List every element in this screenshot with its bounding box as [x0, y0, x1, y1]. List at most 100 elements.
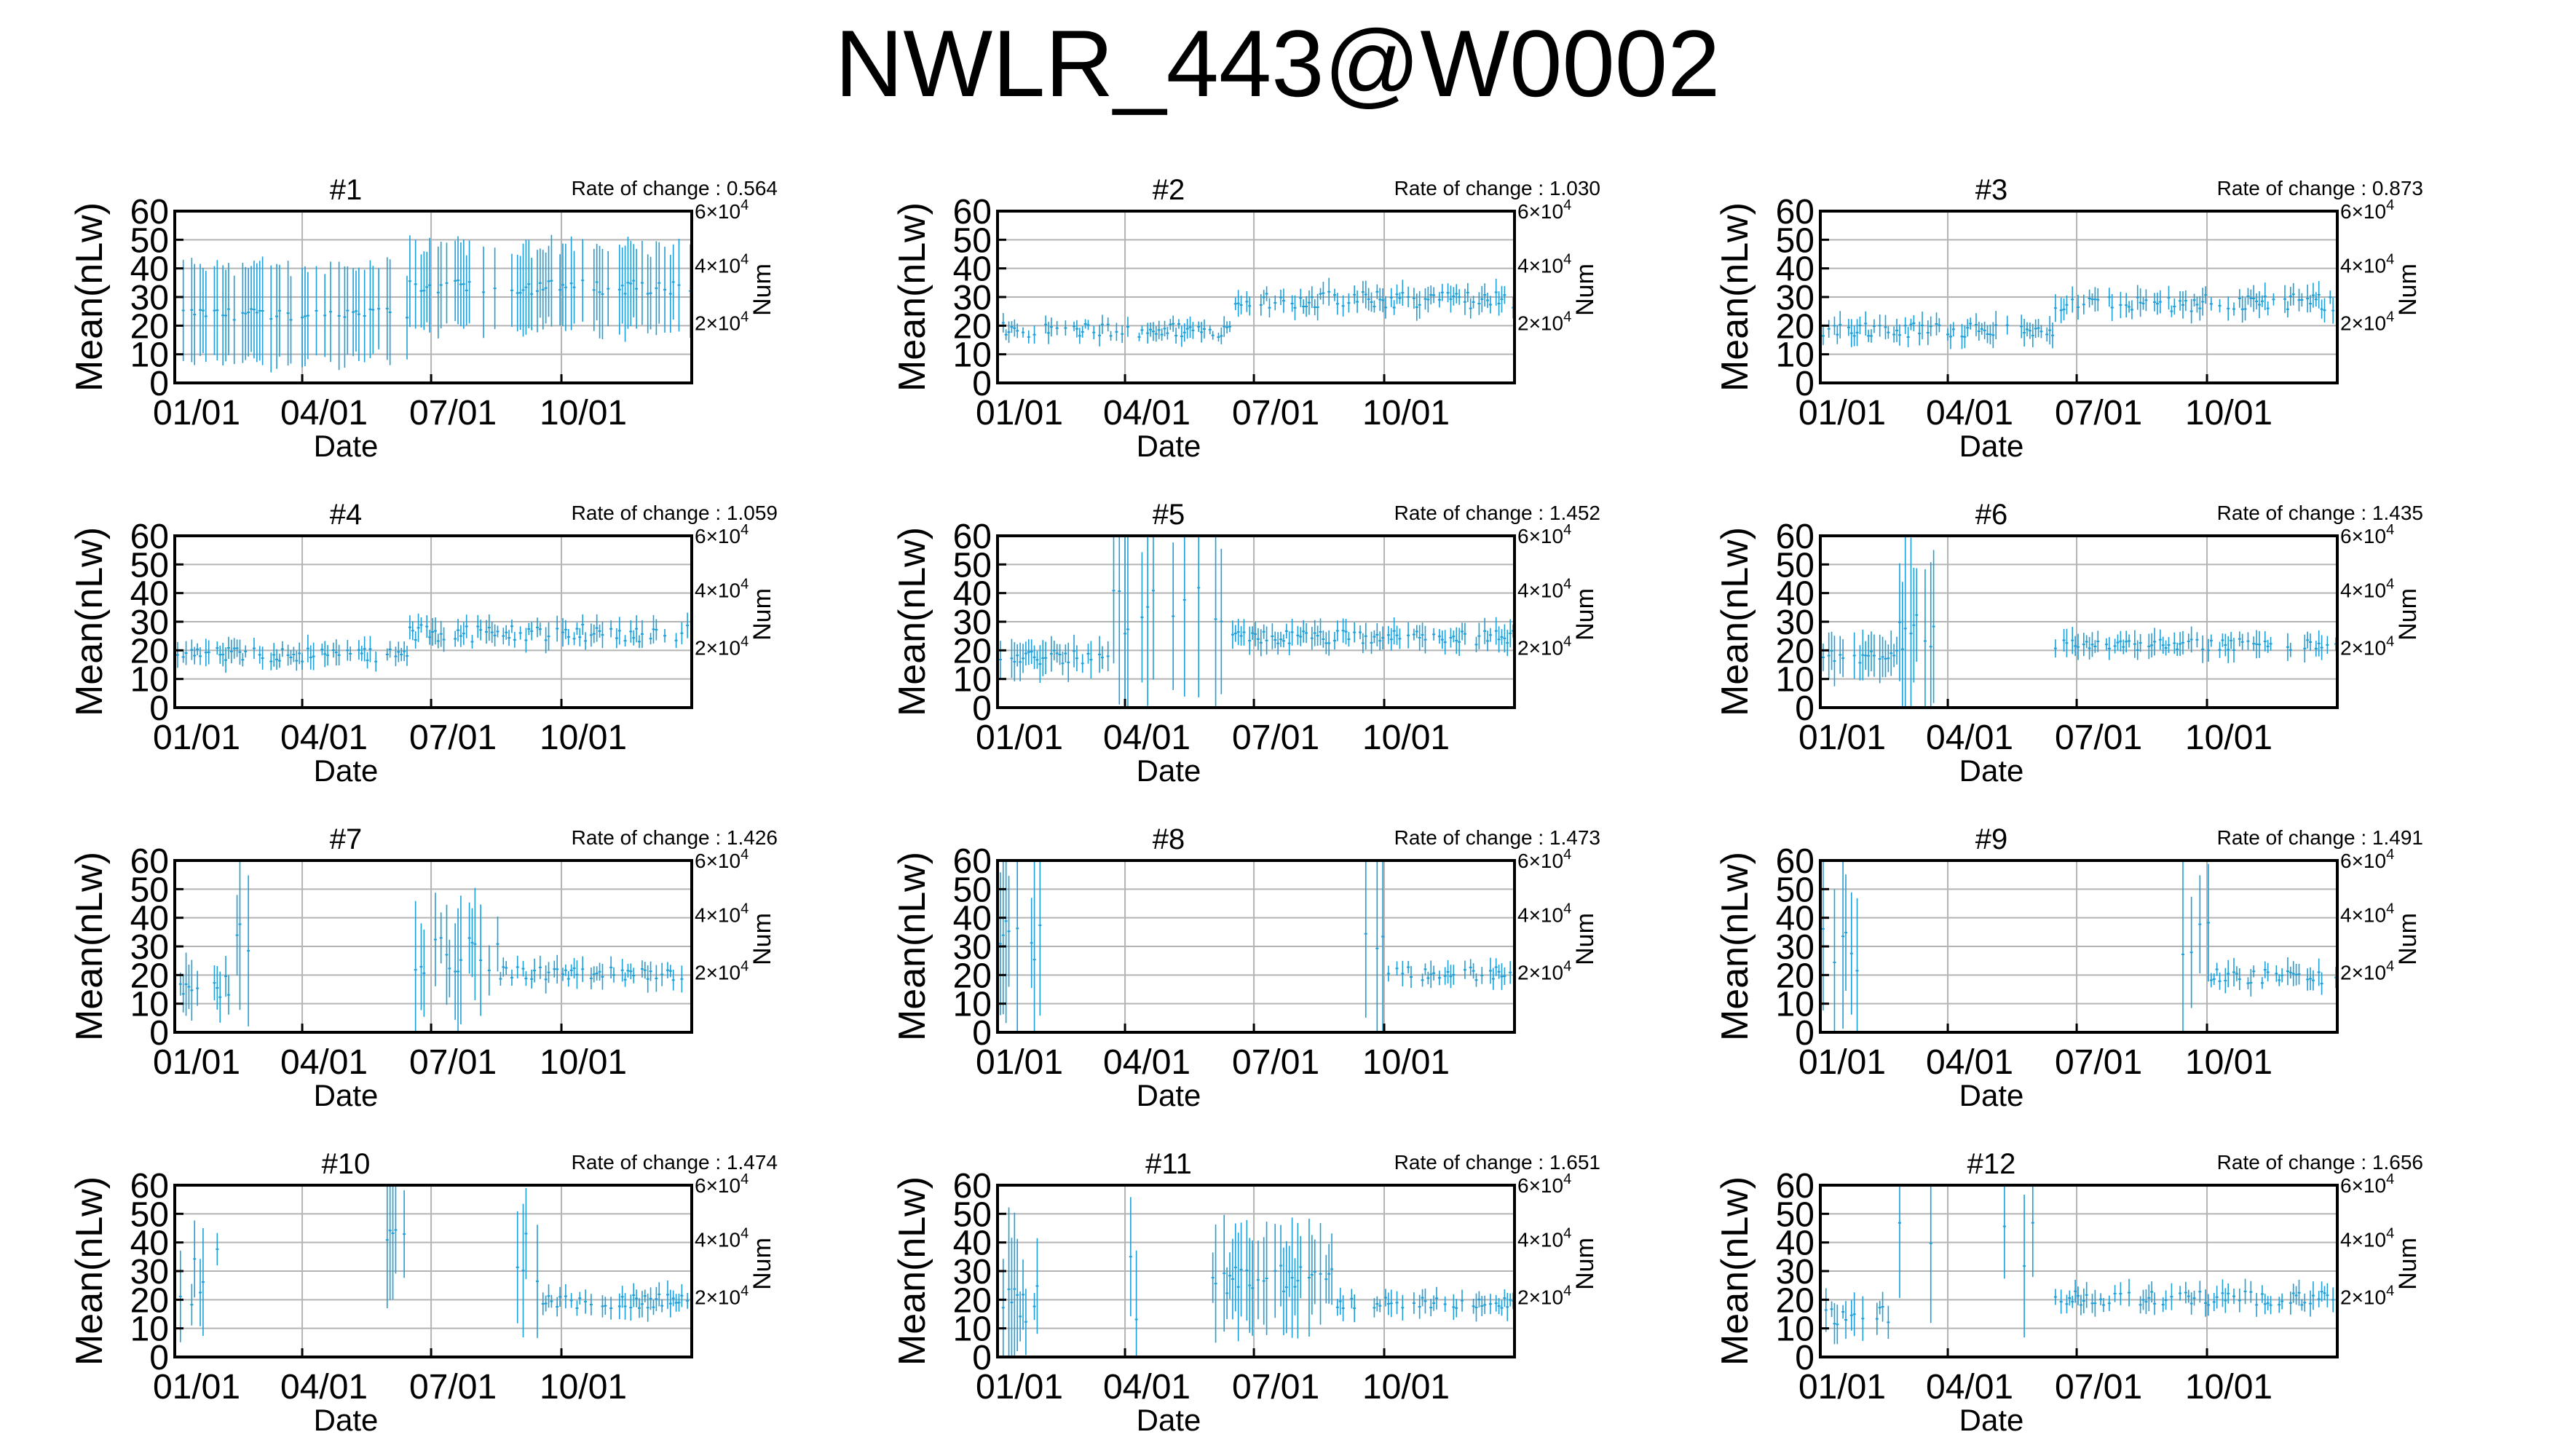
mean-point: [1509, 1299, 1512, 1301]
mean-point: [635, 628, 639, 630]
mean-point: [1078, 335, 1081, 337]
mean-point: [2215, 1296, 2219, 1298]
x-tick-label: 01/01: [1798, 719, 1886, 757]
rate-of-change-annotation: Rate of change : 1.426: [572, 826, 778, 849]
mean-point: [2031, 334, 2034, 336]
x-tick-label: 04/01: [1926, 1043, 2013, 1082]
mean-point: [655, 287, 658, 289]
mean-point: [1220, 335, 1223, 337]
y-tick-label: 20: [1776, 1281, 1814, 1320]
mean-point: [1061, 662, 1065, 665]
mean-point: [2071, 298, 2074, 301]
mean-point: [1872, 654, 1876, 657]
mean-point: [2252, 297, 2256, 299]
mean-point: [1395, 1302, 1399, 1304]
mean-point: [190, 989, 194, 992]
mean-point: [470, 641, 474, 643]
mean-point: [1086, 652, 1090, 654]
mean-point: [1214, 1283, 1217, 1285]
mean-point: [635, 1297, 639, 1299]
mean-point: [1044, 323, 1048, 325]
mean-point: [184, 652, 188, 654]
mean-point: [1279, 296, 1283, 298]
mean-point: [1313, 1271, 1316, 1273]
y-tick-label: 60: [1776, 518, 1814, 556]
mean-point: [1032, 1305, 1036, 1307]
mean-point: [2039, 331, 2043, 333]
y2-tick-label: 4×104: [695, 577, 749, 602]
y2-axis-label: Num: [1571, 264, 1599, 316]
mean-point: [490, 631, 494, 633]
y-tick-label: 10: [1776, 986, 1814, 1024]
y-tick-label: 10: [1776, 661, 1814, 700]
panel-title: #2: [1153, 174, 1185, 206]
mean-point: [2102, 1304, 2106, 1306]
mean-point: [1449, 637, 1453, 639]
y2-axis-label: Num: [2394, 1238, 2422, 1290]
mean-point: [479, 959, 483, 961]
mean-point: [1016, 1294, 1019, 1296]
mean-point: [1038, 663, 1042, 665]
mean-point: [2141, 1299, 2145, 1301]
mean-point: [1472, 1305, 1475, 1307]
data-series: [1824, 1185, 2335, 1345]
mean-point: [1083, 323, 1087, 325]
mean-point: [1909, 633, 1913, 635]
mean-point: [445, 282, 449, 284]
mean-point: [1378, 1305, 1382, 1307]
mean-point: [592, 289, 596, 291]
x-tick-label: 10/01: [1362, 1368, 1450, 1406]
mean-point: [2238, 297, 2241, 299]
mean-point: [465, 289, 468, 291]
data-series: [1001, 277, 1515, 347]
mean-point: [629, 282, 633, 285]
mean-point: [419, 965, 423, 968]
y-tick-label: 60: [130, 1167, 169, 1206]
mean-point: [2059, 1301, 2063, 1303]
y-tick-label: 60: [130, 193, 169, 232]
mean-point: [1401, 973, 1405, 975]
mean-point: [1172, 615, 1175, 617]
y-tick-label: 10: [953, 986, 992, 1024]
mean-point: [2150, 644, 2154, 646]
mean-point: [258, 654, 261, 656]
mean-point: [2082, 644, 2085, 646]
x-tick-label: 10/01: [1362, 719, 1450, 757]
mean-point: [2258, 304, 2262, 306]
mean-point: [269, 318, 273, 320]
mean-point: [609, 966, 613, 968]
mean-point: [655, 977, 658, 979]
mean-point: [1392, 306, 1396, 309]
mean-point: [2179, 643, 2182, 645]
mean-point: [623, 1305, 627, 1307]
mean-point: [561, 284, 564, 286]
mean-point: [1344, 630, 1348, 633]
mean-point: [1452, 636, 1456, 638]
mean-point: [224, 659, 228, 661]
mean-point: [1386, 634, 1390, 636]
mean-point: [1019, 1315, 1022, 1318]
y-tick-label: 0: [149, 1339, 169, 1377]
mean-point: [1027, 336, 1030, 338]
y2-tick-label: 2×104: [695, 958, 749, 984]
mean-point: [1497, 302, 1501, 304]
mean-point: [1049, 653, 1053, 655]
mean-point: [1821, 656, 1825, 658]
y-tick-label: 20: [1776, 957, 1814, 995]
y2-tick-label: 4×104: [2340, 252, 2394, 277]
x-tick-label: 10/01: [2185, 719, 2272, 757]
mean-point: [535, 290, 539, 292]
mean-point: [1282, 1290, 1285, 1292]
mean-point: [459, 959, 462, 961]
mean-point: [2280, 1300, 2284, 1302]
mean-point: [1918, 333, 1922, 335]
y-tick-label: 30: [1776, 604, 1814, 642]
mean-point: [258, 309, 261, 312]
mean-point: [2170, 310, 2173, 312]
mean-point: [1461, 630, 1464, 633]
mean-point: [1353, 1307, 1357, 1310]
mean-point: [547, 971, 550, 973]
mean-point: [620, 285, 624, 287]
y2-tick-label: 6×104: [2340, 197, 2394, 223]
